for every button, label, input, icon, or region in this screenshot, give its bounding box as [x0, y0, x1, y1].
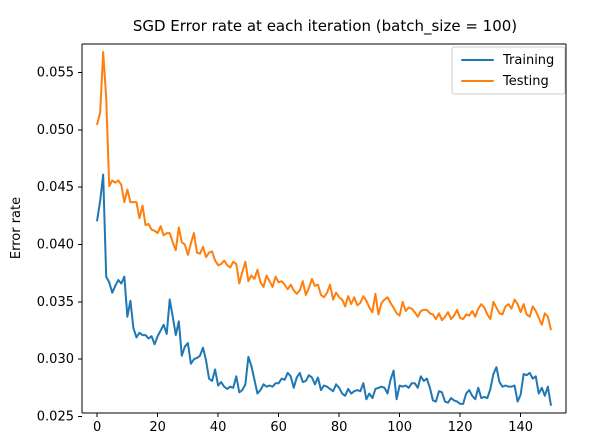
x-tick-label: 20 — [149, 420, 166, 435]
chart-title: SGD Error rate at each iteration (batch_… — [133, 17, 517, 36]
legend: Training Testing — [451, 46, 566, 95]
x-tick-label: 80 — [331, 420, 348, 435]
training-series-line — [96, 173, 552, 406]
plot-area — [82, 44, 566, 413]
y-tick-label: 0.025 — [37, 409, 74, 424]
y-tick-label: 0.055 — [37, 66, 74, 81]
y-tick-label: 0.030 — [37, 352, 74, 367]
y-tick-label: 0.050 — [37, 123, 74, 138]
x-tick-label: 140 — [508, 420, 533, 435]
testing-series-line — [96, 51, 552, 331]
y-tick-label: 0.040 — [37, 238, 74, 253]
x-tick-label: 120 — [448, 420, 473, 435]
x-tick-label: 0 — [93, 420, 101, 435]
y-tick-label: 0.035 — [37, 295, 74, 310]
legend-training-label: Training — [502, 53, 554, 68]
y-axis-label: Error rate — [9, 197, 24, 259]
x-tick-label: 60 — [270, 420, 287, 435]
x-tick-label: 100 — [387, 420, 412, 435]
x-axis-ticks: 0 20 40 60 80 100 120 140 — [93, 413, 533, 435]
y-tick-label: 0.045 — [37, 180, 74, 195]
legend-box — [451, 46, 566, 95]
series-layer — [96, 51, 552, 406]
x-tick-label: 40 — [210, 420, 227, 435]
legend-testing-label: Testing — [502, 74, 549, 89]
y-axis-ticks: 0.025 0.030 0.035 0.040 0.045 0.050 0.055 — [37, 66, 82, 424]
